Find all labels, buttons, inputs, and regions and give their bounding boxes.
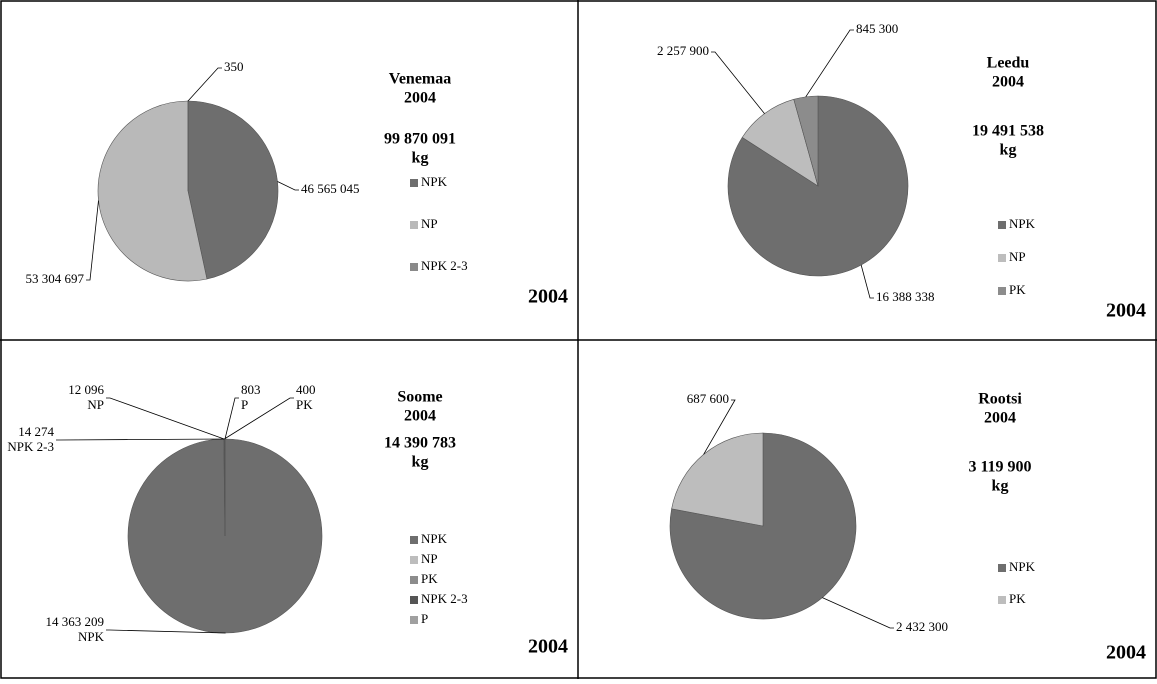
data-label: 14 274 <box>18 424 54 439</box>
leader-line <box>861 265 874 298</box>
data-label: 2 432 300 <box>896 619 948 634</box>
data-label-name: NP <box>87 397 104 412</box>
data-label: 845 300 <box>856 21 898 36</box>
leader-line <box>277 181 299 190</box>
corner-label: 2004 <box>528 636 568 658</box>
legend-swatch <box>998 564 1006 572</box>
leader-line <box>188 68 222 101</box>
total-unit: kg <box>1000 142 1017 159</box>
leader-line <box>86 201 99 280</box>
legend-swatch <box>998 254 1006 262</box>
chart-subtitle: 2004 <box>984 410 1016 427</box>
corner-label: 2004 <box>528 286 568 308</box>
total-unit: kg <box>412 454 429 471</box>
total: 19 491 538 <box>972 123 1044 140</box>
data-label: 350 <box>224 59 244 74</box>
chart-title: Venemaa <box>389 71 452 88</box>
legend-label: NP <box>1009 249 1026 264</box>
corner-label: 2004 <box>1106 642 1146 664</box>
data-label-name: PK <box>296 397 313 412</box>
data-label: 12 096 <box>68 382 104 397</box>
leader-line <box>822 598 894 628</box>
total-unit: kg <box>412 150 429 167</box>
legend-label: NPK 2-3 <box>421 258 468 273</box>
legend-swatch <box>410 556 418 564</box>
chart-subtitle: 2004 <box>404 90 436 107</box>
pie-slice <box>188 101 278 279</box>
legend-label: PK <box>1009 591 1026 606</box>
total: 14 390 783 <box>384 435 456 452</box>
legend-swatch <box>998 287 1006 295</box>
legend-label: PK <box>1009 282 1026 297</box>
legend-label: NPK <box>1009 559 1036 574</box>
legend-swatch <box>998 596 1006 604</box>
chart-title: Rootsi <box>978 391 1022 408</box>
legend-label: NP <box>421 551 438 566</box>
legend-label: PK <box>421 571 438 586</box>
data-label: 2 257 900 <box>657 43 709 58</box>
leader-line <box>711 52 765 114</box>
leader-line <box>106 398 224 439</box>
leader-line <box>224 398 294 439</box>
chart-title: Leedu <box>987 55 1030 72</box>
legend-label: NPK <box>421 174 448 189</box>
data-label: 16 388 338 <box>876 289 935 304</box>
data-label: 687 600 <box>687 391 729 406</box>
legend-swatch <box>410 616 418 624</box>
data-label-name: NPK 2-3 <box>7 439 54 454</box>
chart-subtitle: 2004 <box>404 408 436 425</box>
leader-line <box>225 398 239 439</box>
legend-swatch <box>410 263 418 271</box>
legend-swatch <box>410 596 418 604</box>
data-label: 53 304 697 <box>26 271 85 286</box>
total: 3 119 900 <box>968 459 1031 476</box>
legend-label: NPK <box>421 531 448 546</box>
data-label: 14 363 209 <box>46 614 105 629</box>
legend-swatch <box>998 221 1006 229</box>
data-label-name: P <box>241 397 248 412</box>
legend-label: NP <box>421 216 438 231</box>
data-label: 803 <box>241 382 261 397</box>
legend-label: NPK <box>1009 216 1036 231</box>
legend-label: P <box>421 611 428 626</box>
chart-title: Soome <box>397 389 442 406</box>
total: 99 870 091 <box>384 131 456 148</box>
legend-swatch <box>410 576 418 584</box>
data-label: 400 <box>296 382 316 397</box>
leader-line <box>806 30 854 97</box>
legend-label: NPK 2-3 <box>421 591 468 606</box>
corner-label: 2004 <box>1106 300 1146 322</box>
legend-swatch <box>410 179 418 187</box>
chart-subtitle: 2004 <box>992 74 1024 91</box>
data-label-name: NPK <box>78 629 105 644</box>
legend-swatch <box>410 221 418 229</box>
total-unit: kg <box>992 478 1009 495</box>
data-label: 46 565 045 <box>301 181 360 196</box>
leader-line <box>56 439 225 440</box>
legend-swatch <box>410 536 418 544</box>
